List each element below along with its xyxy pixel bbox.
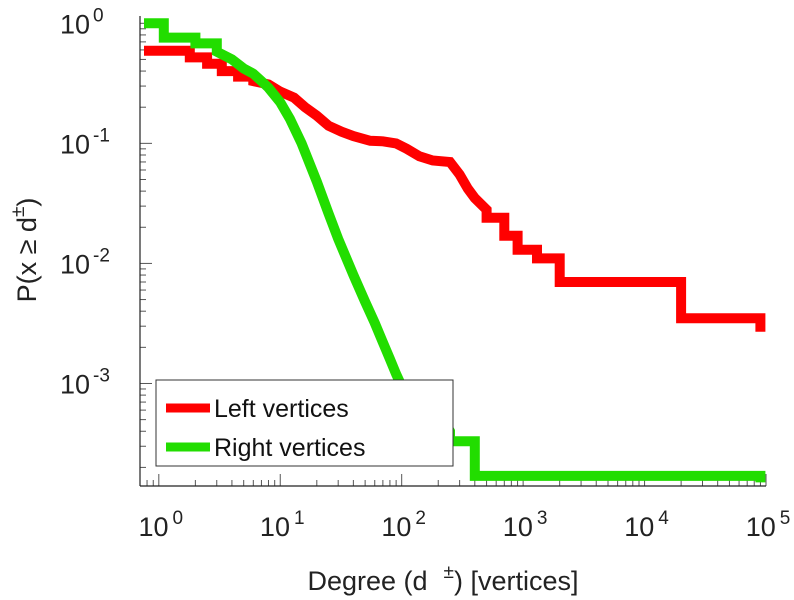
minor-ticks [139,22,767,486]
x-tick-label-exp: 2 [415,508,426,529]
y-axis-title-sup: ± [8,207,29,217]
x-axis-title-base: Degree (d [307,566,427,596]
y-tick-label-base: 10 [60,369,90,399]
y-tick-label: 10 -2 [60,245,110,279]
y-tick-label-exp: -3 [93,365,110,386]
x-tick-label-exp: 5 [780,508,791,529]
y-tick-label: 10 0 [60,5,104,39]
x-tick-label-exp: 0 [173,508,184,529]
x-tick-label-base: 10 [381,512,411,542]
legend-box [155,379,454,467]
legend: Left vertices Right vertices [155,379,454,467]
x-tick-label: 10 3 [503,508,548,542]
legend-label-right-vertices: Right vertices [214,434,365,462]
x-tick-label-exp: 3 [537,508,548,529]
x-tick-label: 10 0 [138,508,183,542]
x-axis-title-sup: ± [444,562,454,583]
x-tick-label: 10 1 [260,508,305,542]
y-tick-label-exp: 0 [93,5,104,26]
x-tick-label-exp: 1 [294,508,305,529]
x-tick-label: 10 4 [624,508,669,542]
y-tick-label-base: 10 [60,129,90,159]
x-axis-title: Degree (d ±) [vertices] [307,562,578,596]
y-tick-label: 10 -1 [60,125,110,159]
y-axis-title-base: P(x ≥ d [12,217,42,302]
legend-label-left-vertices: Left vertices [214,395,349,423]
x-tick-label: 10 2 [381,508,426,542]
y-axis-title: P(x ≥ d±) [8,198,42,303]
x-axis-title-tail: ) [vertices] [454,566,579,596]
x-tick-label-base: 10 [624,512,654,542]
y-axis-title-tail: ) [12,198,42,207]
y-tick-label-base: 10 [60,249,90,279]
y-tick-label-exp: -2 [93,245,110,266]
y-tick-label-exp: -1 [93,125,110,146]
y-tick-label-base: 10 [60,9,90,39]
x-tick-label-base: 10 [503,512,533,542]
y-tick-label: 10 -3 [60,365,110,399]
x-tick-label-base: 10 [138,512,168,542]
x-tick-label-base: 10 [260,512,290,542]
series-line-left-vertices [144,45,766,332]
x-tick-label-exp: 4 [658,508,669,529]
x-tick-label-base: 10 [746,512,776,542]
x-tick-labels: 10 0 10 1 10 2 10 3 10 4 10 5 [138,508,790,542]
x-tick-label: 10 5 [746,508,791,542]
